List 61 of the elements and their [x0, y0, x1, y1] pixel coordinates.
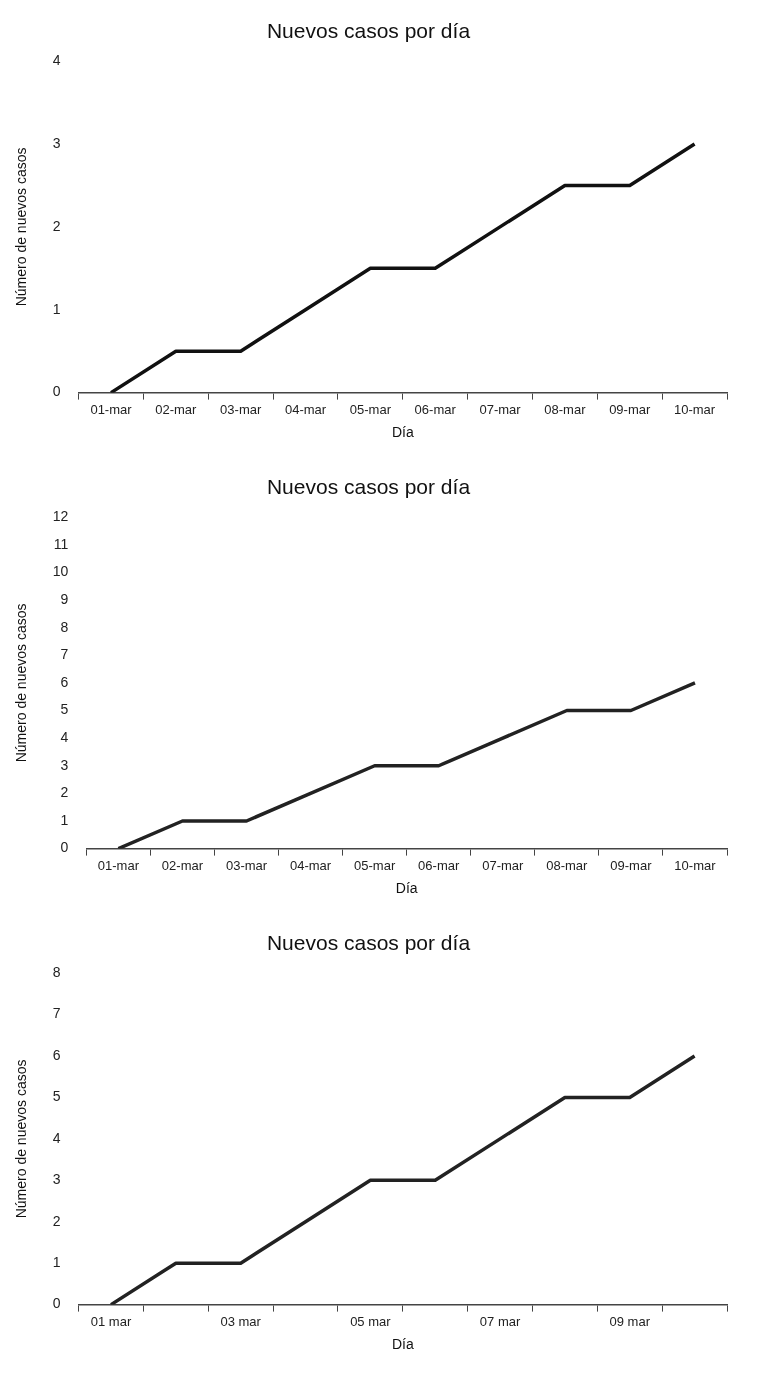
y-tick-label: 3: [52, 1171, 61, 1188]
chart-title: Nuevos casos por día: [266, 931, 471, 955]
y-tick-label: 9: [60, 590, 69, 607]
x-tick-label: 07-mar: [479, 401, 522, 417]
x-tick-label: 09-mar: [609, 401, 651, 417]
y-tick-label: 1: [60, 811, 69, 828]
x-tick-label: 02-mar: [155, 401, 198, 417]
x-tick-label: 04-mar: [290, 857, 332, 873]
y-tick-label: 6: [52, 1046, 61, 1063]
x-tick-label: 01-mar: [90, 401, 133, 417]
x-tick-label: 03 mar: [220, 1313, 262, 1329]
y-axis-title: Número de nuevos casos: [13, 1059, 30, 1219]
x-tick-label: 06-mar: [414, 401, 457, 417]
x-tick-label: 08-mar: [544, 401, 587, 417]
x-tick-label: 06-mar: [418, 857, 460, 873]
y-tick-label: 5: [52, 1088, 61, 1105]
chart-title: Nuevos casos por día: [266, 19, 471, 43]
y-tick-label: 7: [60, 646, 69, 663]
y-tick-label: 4: [52, 1129, 61, 1146]
y-tick-label: 2: [52, 1212, 61, 1229]
x-tick-label: 03-mar: [220, 401, 262, 417]
x-axis-title: Día: [395, 880, 418, 897]
y-tick-label: 8: [52, 964, 61, 981]
y-tick-label: 0: [52, 383, 61, 400]
y-tick-label: 6: [60, 673, 69, 690]
x-tick-label: 08-mar: [546, 857, 589, 873]
x-tick-label: 07 mar: [479, 1313, 521, 1329]
x-axis-title: Día: [391, 1336, 414, 1353]
y-tick-label: 2: [52, 217, 61, 234]
chart-title: Nuevos casos por día: [266, 475, 471, 499]
x-tick-label: 09-mar: [610, 857, 653, 873]
y-tick-label: 7: [52, 1005, 61, 1022]
x-tick-label: 04-mar: [284, 401, 327, 417]
x-tick-label: 05-mar: [354, 857, 396, 873]
y-tick-label: 3: [60, 756, 69, 773]
x-tick-label: 09 mar: [609, 1313, 651, 1329]
x-tick-label: 05 mar: [350, 1313, 392, 1329]
y-tick-label: 8: [60, 618, 69, 635]
x-tick-label: 07-mar: [482, 857, 525, 873]
y-axis-title: Número de nuevos casos: [13, 147, 30, 307]
x-tick-label: 10-mar: [674, 857, 717, 873]
y-tick-label: 5: [60, 701, 69, 718]
y-tick-label: 1: [52, 1254, 61, 1271]
x-axis-title: Día: [391, 424, 414, 441]
x-tick-label: 05-mar: [349, 401, 392, 417]
y-tick-label: 4: [60, 728, 69, 745]
y-tick-label: 12: [52, 508, 69, 525]
y-axis-title: Número de nuevos casos: [13, 603, 30, 763]
y-tick-label: 4: [52, 52, 61, 69]
y-tick-label: 0: [52, 1295, 61, 1312]
y-tick-label: 10: [52, 563, 69, 580]
x-tick-label: 10-mar: [673, 401, 716, 417]
y-tick-label: 11: [53, 535, 69, 552]
y-tick-label: 1: [52, 300, 61, 317]
y-tick-label: 2: [60, 784, 69, 801]
x-tick-label: 03-mar: [225, 857, 268, 873]
x-tick-label: 02-mar: [161, 857, 204, 873]
y-tick-label: 3: [52, 134, 61, 151]
x-tick-label: 01-mar: [97, 857, 140, 873]
y-tick-label: 0: [60, 839, 69, 856]
x-tick-label: 01 mar: [90, 1313, 132, 1329]
